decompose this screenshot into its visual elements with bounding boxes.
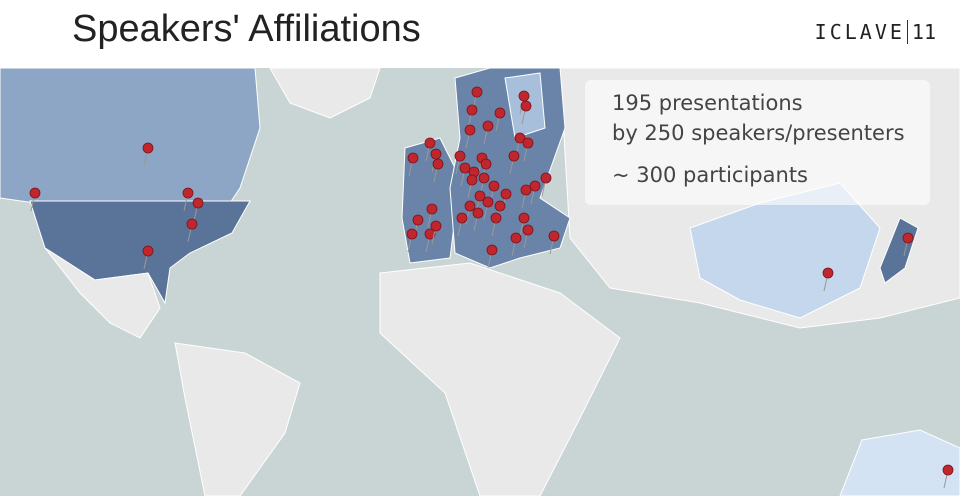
pin [464,200,476,212]
logo: ICLAVE 11 [815,20,936,44]
pin [430,220,442,232]
pin [494,107,506,119]
pin [548,230,560,242]
pin [514,132,526,144]
pin [142,245,154,257]
pin [424,137,436,149]
pin [471,86,483,98]
pin [494,200,506,212]
map [0,68,960,496]
pin [488,180,500,192]
pin [474,190,486,202]
pin [407,152,419,164]
pin [522,137,534,149]
pin [486,244,498,256]
pin [192,197,204,209]
pins [29,86,954,489]
pin [456,212,468,224]
stat-line: ~ 300 participants [612,163,808,187]
logo-edition: 11 [906,20,936,44]
pin [482,196,494,208]
pin [412,214,424,226]
stats: 195 presentations by 250 speakers/presen… [612,88,905,190]
pin [480,158,492,170]
pin [430,148,442,160]
pin [478,172,490,184]
stats-panel [585,80,930,205]
pin [508,150,520,162]
pin [522,224,534,236]
pin [520,100,532,112]
pin [822,267,834,279]
pin [182,187,194,199]
pin [466,104,478,116]
stat-line: 195 presentations [612,91,803,115]
pin [482,120,494,132]
pin [902,232,914,244]
pin [510,232,522,244]
pin [500,188,512,200]
pin [464,124,476,136]
pin [186,218,198,230]
stat-line: by 250 speakers/presenters [612,121,905,145]
pin [518,212,530,224]
pin [942,464,954,476]
slide-title: Speakers' Affiliations [72,8,421,50]
pin [459,162,471,174]
pin [454,150,466,162]
pin [529,180,541,192]
pin [424,228,436,240]
pin [432,158,444,170]
pin [406,228,418,240]
pin [540,172,552,184]
pin [29,187,41,199]
pin [490,212,502,224]
pin [472,207,484,219]
pin [520,184,532,196]
pin [426,203,438,215]
pin [518,90,530,102]
logo-name: ICLAVE [814,20,905,44]
pin [142,142,154,154]
pin [466,174,478,186]
